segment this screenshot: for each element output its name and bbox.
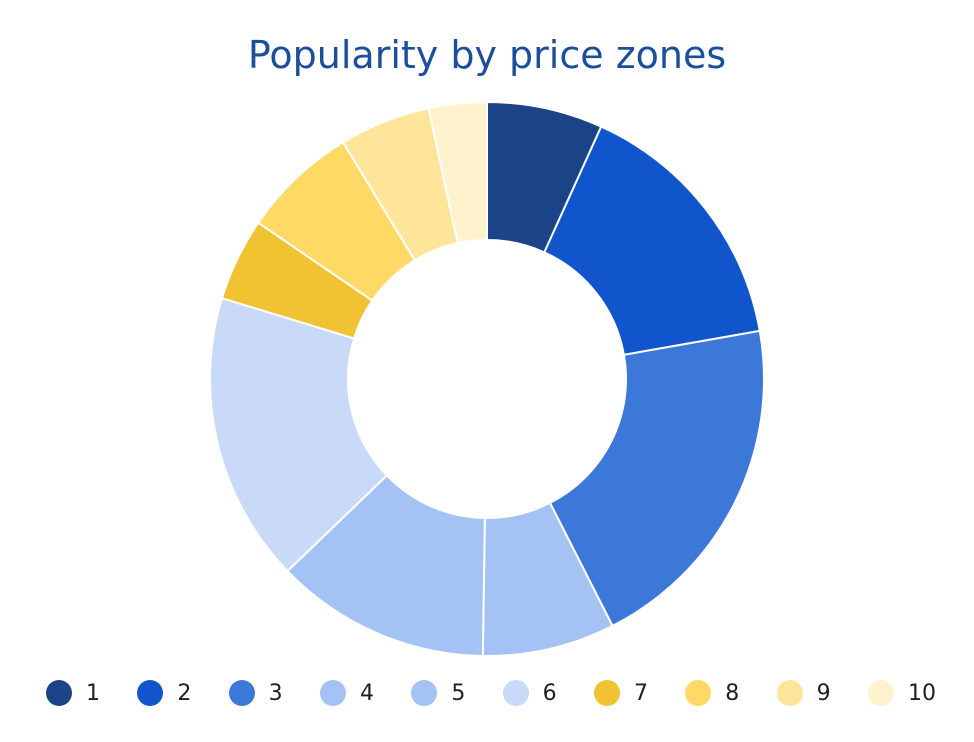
chart-legend: 1 2 3 4 5 6 7 8 9 10 [46,676,936,710]
legend-label-9: 9 [816,680,831,706]
donut-slices [209,100,765,657]
legend-label-1: 1 [86,680,100,706]
legend-label-4: 4 [359,680,374,706]
legend-swatch-3 [228,680,255,706]
legend-swatch-5 [411,680,438,706]
donut-slice-2[interactable] [542,125,761,357]
legend-swatch-2 [137,680,164,706]
legend-item-6[interactable]: 6 [502,676,557,710]
legend-swatch-4 [319,680,346,706]
legend-item-9[interactable]: 9 [776,676,831,710]
legend-item-3[interactable]: 3 [228,676,283,710]
donut-slice-3[interactable] [548,329,765,628]
legend-item-2[interactable]: 2 [137,676,191,710]
legend-swatch-8 [685,680,712,706]
legend-label-3: 3 [268,680,283,706]
legend-item-10[interactable]: 10 [867,676,936,710]
chart-title: Popularity by price zones [247,33,727,77]
legend-swatch-1 [46,680,72,706]
legend-label-10: 10 [907,680,936,706]
legend-swatch-6 [502,680,529,706]
donut-slice-10[interactable] [427,100,488,245]
legend-label-5: 5 [451,680,466,706]
legend-item-1[interactable]: 1 [46,676,100,710]
legend-swatch-9 [776,680,803,706]
legend-item-5[interactable]: 5 [411,676,465,710]
legend-label-8: 8 [725,680,740,706]
legend-item-8[interactable]: 8 [685,676,739,710]
legend-item-4[interactable]: 4 [319,676,374,710]
legend-label-7: 7 [633,680,648,706]
legend-swatch-10 [867,680,894,706]
legend-label-6: 6 [542,680,557,706]
legend-item-7[interactable]: 7 [593,676,648,710]
legend-label-2: 2 [177,680,192,706]
donut-slice-6[interactable] [209,296,389,573]
legend-swatch-7 [593,680,620,706]
